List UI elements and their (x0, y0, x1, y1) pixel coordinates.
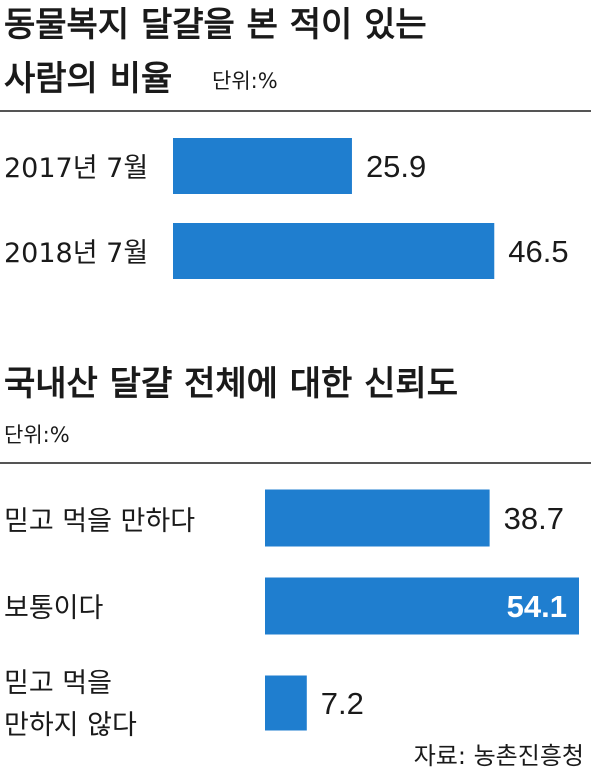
chart2-bars: 38.7 54.1 7.2 (265, 489, 579, 731)
chart1-bar (173, 138, 352, 194)
chart1-value-label: 46.5 (508, 234, 568, 269)
chart2-unit: 단위:% (4, 423, 70, 447)
chart1-title-line1: 동물복지 달걀을 본 적이 있는 (4, 5, 427, 45)
chart1-bar (173, 223, 495, 279)
chart2-category-label-line2: 만하지 않다 (4, 710, 137, 741)
chart2-value-label: 54.1 (507, 589, 567, 624)
chart2-bar (265, 489, 490, 547)
chart2-category-label: 믿고 먹을 만하다 (4, 506, 195, 537)
chart1-bars: 25.9 46.5 (173, 138, 569, 279)
chart2-value-label: 38.7 (504, 501, 564, 536)
chart1-category-label: 2018년 7월 (4, 238, 148, 269)
chart2-value-label: 7.2 (321, 686, 364, 721)
chart2-bar (265, 675, 307, 731)
chart1-title-line2: 사람의 비율 (4, 59, 172, 99)
chart1-category-label: 2017년 7월 (4, 153, 148, 184)
chart2-title: 국내산 달걀 전체에 대한 신뢰도 (4, 364, 458, 404)
chart1-unit: 단위:% (212, 69, 278, 93)
chart2-category-label-line1: 믿고 먹을 (4, 668, 112, 699)
chart2-category-label: 보통이다 (4, 593, 104, 624)
chart1-value-label: 25.9 (366, 149, 426, 184)
source-note: 자료: 농촌진흥청 (414, 742, 584, 770)
chart2-bar (265, 577, 579, 635)
